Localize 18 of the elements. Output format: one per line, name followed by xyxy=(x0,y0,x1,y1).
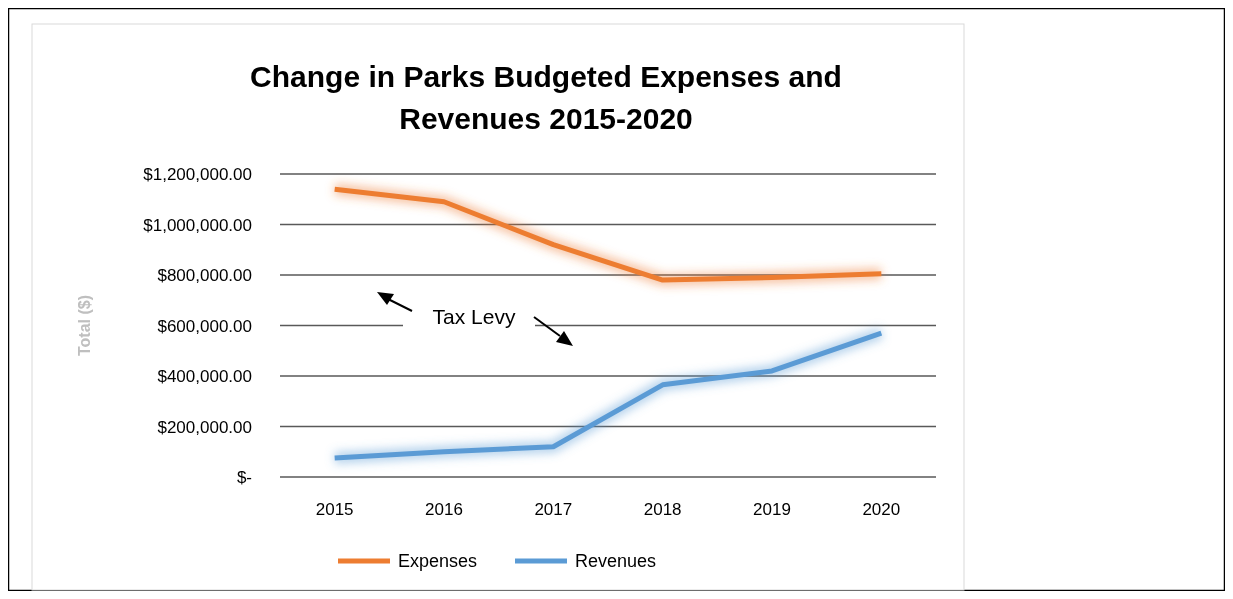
y-tick-label: $600,000.00 xyxy=(157,316,252,336)
y-tick-label: $1,200,000.00 xyxy=(143,165,252,184)
x-tick-label: 2020 xyxy=(862,500,901,519)
legend-label: Revenues xyxy=(575,551,657,571)
x-tick-label: 2018 xyxy=(643,500,682,519)
x-tick-label: 2016 xyxy=(425,500,463,519)
y-tick-label: $800,000.00 xyxy=(157,266,252,285)
y-tick-label: $1,000,000.00 xyxy=(143,215,252,235)
legend-label: Expenses xyxy=(398,551,478,571)
y-tick-label: $400,000.00 xyxy=(157,367,252,386)
y-tick-label: $200,000.00 xyxy=(157,417,252,437)
y-axis-title: Total ($) xyxy=(76,294,93,357)
x-tick-label: 2019 xyxy=(753,500,791,519)
chart-title: Change in Parks Budgeted Expenses and Revenues 2015-2020 xyxy=(250,60,842,135)
x-tick-label: 2015 xyxy=(315,500,354,519)
x-tick-label: 2017 xyxy=(534,500,573,519)
annotation: Tax Levy xyxy=(432,305,516,328)
y-tick-label: $- xyxy=(236,468,252,487)
